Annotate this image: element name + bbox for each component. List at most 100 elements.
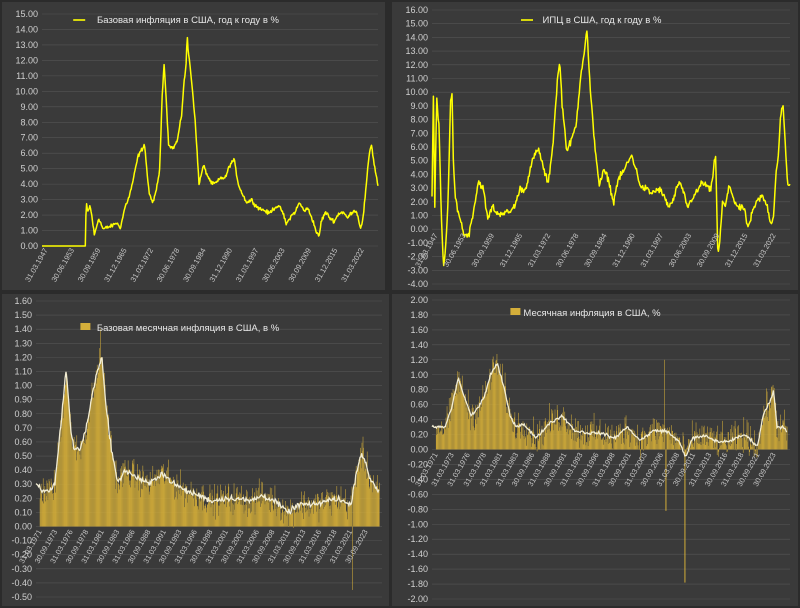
bar: [651, 441, 652, 450]
bar: [291, 514, 293, 527]
gridlines: [42, 13, 378, 247]
bar: [533, 416, 534, 450]
bar: [773, 391, 774, 450]
bar: [304, 500, 306, 527]
bar: [150, 486, 151, 527]
bar: [278, 498, 279, 527]
bar: [771, 387, 772, 450]
bar: [293, 506, 295, 527]
y-tick-label: -0.60: [407, 489, 428, 499]
bar: [65, 376, 67, 527]
bar: [309, 508, 310, 527]
bar: [74, 446, 75, 527]
bar: [193, 506, 195, 527]
bar: [254, 514, 256, 527]
bar: [128, 485, 130, 527]
bar: [236, 488, 237, 527]
bar: [162, 466, 164, 527]
bar: [499, 363, 501, 450]
bar: [185, 484, 187, 527]
bar: [749, 426, 751, 450]
bar: [634, 433, 636, 450]
bar: [728, 432, 729, 450]
bar: [96, 383, 97, 527]
bar: [619, 423, 621, 450]
bar: [142, 489, 143, 527]
bar: [54, 482, 56, 527]
bar: [629, 429, 630, 450]
bar: [730, 444, 732, 450]
bar: [520, 438, 522, 450]
bar: [578, 420, 579, 450]
bar: [522, 434, 523, 450]
bar: [479, 396, 480, 450]
bar: [487, 383, 489, 450]
bar: [214, 501, 216, 527]
y-tick-label: -0.20: [407, 459, 428, 469]
x-tick-label: 30.09.1984: [181, 247, 208, 284]
y-tick-label: 9.00: [20, 102, 38, 112]
bar: [485, 380, 486, 450]
bar: [235, 498, 236, 527]
bar: [706, 432, 708, 450]
bar: [163, 476, 165, 527]
bar: [345, 510, 347, 527]
bar: [258, 487, 259, 527]
bar: [187, 493, 189, 527]
bar: [570, 414, 572, 450]
bar: [101, 357, 102, 527]
bar: [107, 435, 109, 527]
bar: [546, 432, 547, 450]
bar: [215, 519, 216, 527]
bar: [256, 500, 257, 527]
bar: [322, 492, 323, 527]
bar: [183, 507, 185, 527]
bar: [374, 489, 376, 527]
bar: [770, 405, 772, 450]
bar: [582, 428, 583, 450]
bar: [237, 504, 239, 527]
bar: [229, 497, 230, 527]
bar: [127, 476, 128, 527]
bar: [298, 503, 300, 527]
y-tick-label: 0.40: [14, 465, 32, 475]
bar: [493, 362, 494, 450]
bar: [776, 437, 778, 450]
bar: [278, 507, 280, 527]
bar: [232, 515, 234, 527]
bar: [484, 392, 486, 450]
bar: [299, 502, 300, 527]
bar: [67, 389, 69, 527]
bar: [371, 479, 373, 527]
bar: [529, 426, 530, 450]
bar: [156, 469, 158, 527]
bar: [341, 502, 343, 527]
bar: [357, 467, 359, 527]
bar: [682, 432, 684, 450]
bar: [782, 420, 784, 450]
y-tick-label: 15.00: [15, 9, 38, 19]
bar: [145, 476, 147, 527]
bar: [781, 432, 783, 450]
bar: [536, 449, 538, 452]
bar: [137, 464, 138, 527]
bar: [524, 436, 526, 450]
bar: [735, 449, 737, 451]
bar: [624, 417, 626, 450]
bar: [496, 353, 498, 450]
bar: [566, 428, 568, 450]
bar: [712, 438, 714, 450]
legend-label: ИПЦ в США, год к году в %: [543, 15, 662, 26]
bar: [266, 501, 267, 527]
bar: [303, 519, 305, 527]
bar: [39, 498, 41, 527]
bar: [568, 434, 569, 450]
bar: [751, 446, 752, 450]
bar: [114, 465, 115, 527]
y-tick-label: 0.60: [410, 400, 428, 410]
y-tick-label: 10.00: [405, 87, 428, 97]
bar: [272, 494, 273, 527]
bar: [761, 425, 763, 450]
bar: [119, 489, 121, 527]
bar: [269, 494, 270, 527]
